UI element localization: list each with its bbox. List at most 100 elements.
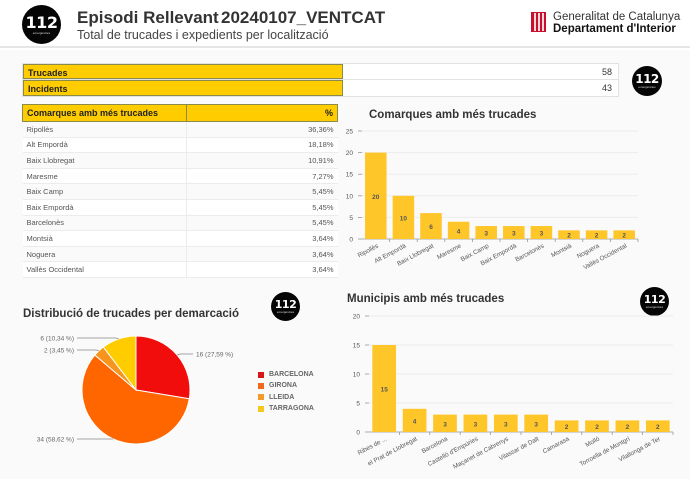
- logo-112-number: 112: [643, 293, 666, 306]
- page-title: Episodi Rellevant: [77, 8, 219, 27]
- bar[interactable]: [493, 414, 518, 432]
- bar[interactable]: [475, 226, 497, 239]
- comarca-name: Vallès Occidental: [22, 261, 187, 278]
- bar[interactable]: [365, 152, 387, 239]
- column-header-percent[interactable]: %: [186, 104, 338, 122]
- bar-value-label: 3: [474, 421, 478, 428]
- bar[interactable]: [402, 408, 427, 432]
- y-tick-label: 20: [346, 150, 354, 157]
- comarca-name: Barcelonès: [22, 215, 187, 232]
- legend-item-tarragona[interactable]: TARRAGONA: [258, 403, 314, 414]
- pie-slice-barcelona[interactable]: [135, 335, 191, 400]
- comarca-percent: 36,36%: [186, 121, 338, 138]
- bar-value-label: 3: [504, 421, 508, 428]
- bar-value-label: 15: [381, 387, 389, 394]
- bar-value-label: 2: [567, 233, 571, 240]
- bar-value-label: 2: [595, 233, 599, 240]
- logo-112-subtext: emergències: [276, 310, 295, 314]
- callout-line: [77, 337, 119, 340]
- y-tick-label: 0: [356, 430, 360, 437]
- bar-value-label: 3: [540, 231, 544, 238]
- logo-112: 112 emergències: [271, 292, 300, 321]
- table-row: Maresme 7,27%: [22, 168, 338, 185]
- kpi-value: 58: [601, 67, 612, 77]
- comarca-name: Baix Llobregat: [22, 152, 187, 169]
- kpi-row-trucades: Trucades 58: [22, 63, 619, 80]
- column-header-comarca[interactable]: Comarques amb més trucades: [22, 104, 187, 122]
- table-row: Vallès Occidental 3,64%: [22, 261, 338, 278]
- table-header-row: Comarques amb més trucades %: [22, 104, 338, 122]
- comarca-name: Noguera: [22, 246, 187, 263]
- bar[interactable]: [613, 230, 635, 239]
- table-row: Baix Empordà 5,45%: [22, 199, 338, 216]
- bar[interactable]: [463, 414, 488, 432]
- x-category-label: Maçanet de Cabrenys: [452, 436, 510, 471]
- page-subtitle: Total de trucades i expedients per local…: [77, 28, 329, 42]
- bar[interactable]: [503, 226, 525, 239]
- bar[interactable]: [530, 226, 553, 239]
- bar[interactable]: [420, 213, 442, 239]
- y-tick-label: 20: [353, 314, 361, 321]
- legend-swatch: [258, 394, 264, 401]
- bar[interactable]: [447, 221, 470, 239]
- bar[interactable]: [524, 414, 549, 432]
- y-tick-label: 5: [349, 215, 353, 222]
- pie-slice-girona[interactable]: [81, 354, 190, 445]
- demarcacio-pie-chart: 16 (27,59 %) 34 (58,62 %) 2 (3,45 %) 6 (10,…: [37, 335, 233, 445]
- legend-swatch: [258, 405, 264, 412]
- x-category-label: Torroella de Montgrí: [579, 435, 632, 468]
- callout-line: [177, 353, 193, 356]
- x-category-label: Maresme: [436, 242, 463, 261]
- bar[interactable]: [554, 420, 579, 432]
- legend-swatch: [258, 371, 264, 378]
- bar-value-label: 3: [484, 231, 488, 238]
- bar[interactable]: [615, 420, 640, 432]
- table-row: Barcelonès 5,45%: [22, 215, 338, 232]
- legend-item-barcelona[interactable]: BARCELONA: [258, 369, 314, 380]
- pie-slice-tarragona[interactable]: [102, 335, 137, 392]
- y-tick-label: 15: [353, 343, 361, 350]
- bar-value-label: 4: [457, 228, 461, 235]
- logo-112-subtext: emergències: [645, 305, 664, 309]
- bar-value-label: 2: [565, 424, 569, 431]
- bar[interactable]: [585, 420, 609, 432]
- bar-value-label: 2: [622, 233, 626, 240]
- bar-value-label: 20: [372, 194, 380, 201]
- bar[interactable]: [558, 230, 580, 239]
- bar[interactable]: [433, 414, 457, 432]
- bar[interactable]: [585, 230, 608, 239]
- comarca-name: Baix Empordà: [22, 199, 187, 216]
- kpi-label: Trucades: [23, 64, 343, 79]
- comarca-percent: 5,45%: [186, 199, 338, 216]
- bar-value-label: 3: [534, 421, 538, 428]
- legend-item-lleida[interactable]: LLEIDA: [258, 392, 314, 403]
- comarca-percent: 3,64%: [186, 230, 338, 247]
- bar-value-label: 6: [429, 224, 433, 231]
- bar[interactable]: [392, 195, 415, 239]
- kpi-value: 43: [601, 83, 612, 93]
- logo-112: 112 emergències: [640, 287, 669, 316]
- callout-line: [77, 349, 99, 352]
- legend-swatch: [258, 382, 264, 389]
- bar[interactable]: [645, 420, 670, 432]
- comarques-table: Comarques amb més trucades % Ripollès 36,…: [22, 104, 338, 278]
- pie-chart-title: Distribució de trucades per demarcació: [23, 308, 240, 320]
- bar-value-label: 3: [443, 421, 447, 428]
- legend-label: TARRAGONA: [269, 405, 314, 413]
- bar-value-label: 2: [626, 424, 630, 431]
- comarca-percent: 7,27%: [186, 168, 338, 185]
- comarques-chart-title: Comarques amb més trucades: [369, 109, 537, 121]
- y-tick-label: 5: [356, 401, 360, 408]
- logo-112: 112 emergències: [632, 66, 662, 96]
- table-row: Baix Camp 5,45%: [22, 183, 338, 200]
- bar[interactable]: [372, 345, 397, 432]
- x-category-label: Camarasa: [542, 435, 571, 455]
- kpi-row-incidents: Incidents 43: [22, 80, 619, 97]
- legend-item-girona[interactable]: GIRONA: [258, 380, 314, 391]
- logo-112-number: 112: [635, 72, 659, 86]
- slice-value-label: 2 (3,45 %): [44, 348, 74, 355]
- x-category-label: Barcelonès: [514, 243, 545, 264]
- comarca-percent: 10,91%: [186, 152, 338, 169]
- y-tick-label: 25: [346, 129, 354, 136]
